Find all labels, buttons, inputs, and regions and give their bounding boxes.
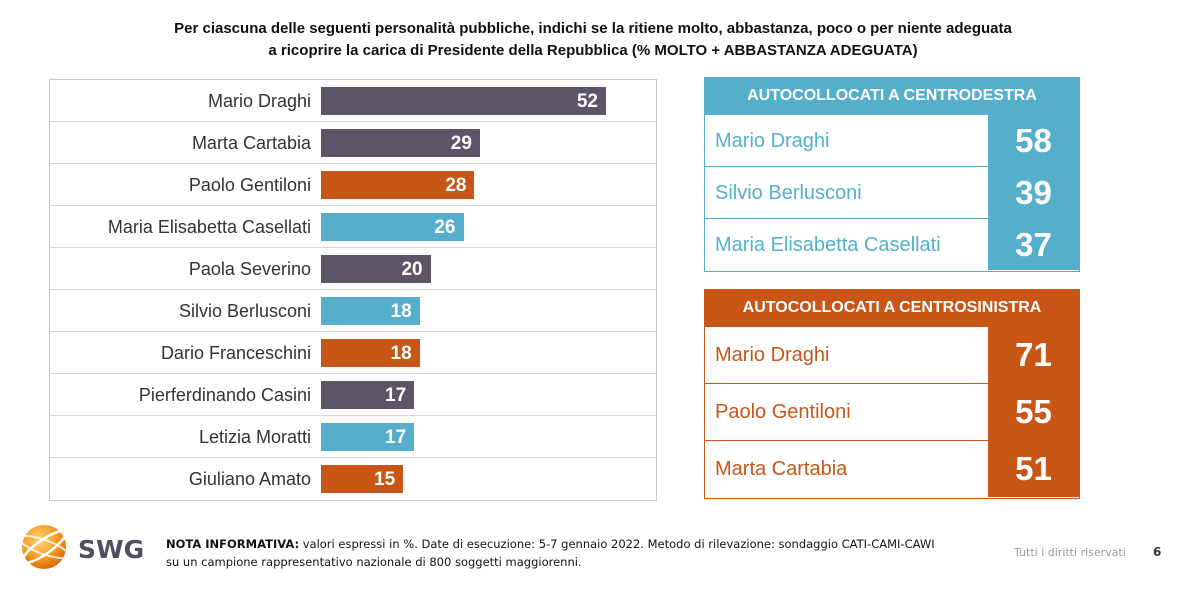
bar-row: Paolo Gentiloni 28 — [50, 164, 656, 206]
footnote-text: valori espressi in %. Date di esecuzione… — [166, 537, 935, 569]
footnote-label: NOTA INFORMATIVA: — [166, 537, 300, 551]
bar: 26 — [321, 213, 464, 241]
box-row: Maria Elisabetta Casellati 37 — [705, 219, 1079, 271]
bar-row: Letizia Moratti 17 — [50, 416, 656, 458]
bar: 28 — [321, 171, 475, 199]
bar-value-label: 20 — [401, 259, 423, 280]
bar: 15 — [321, 465, 404, 493]
title-line-1: Per ciascuna delle seguenti personalità … — [174, 20, 1012, 37]
bar-chart-panel: Mario Draghi 52 Marta Cartabia 29 Paolo Gent… — [49, 79, 657, 501]
box-body: Mario Draghi 58 Silvio Berlusconi 39 Maria E… — [704, 115, 1080, 272]
footnote: NOTA INFORMATIVA: valori espressi in %. … — [166, 535, 936, 571]
bar: 18 — [321, 297, 420, 325]
logo-text: SWG — [78, 535, 145, 564]
bar-row: Pierferdinando Casini 17 — [50, 374, 656, 416]
box-row-name: Marta Cartabia — [715, 458, 848, 480]
bar-value-label: 52 — [576, 91, 598, 112]
bar-value-label: 26 — [434, 217, 456, 238]
bar-value-label: 15 — [374, 469, 396, 490]
bar-value-label: 29 — [450, 133, 472, 154]
box-row-name: Mario Draghi — [715, 130, 830, 152]
box-row-name: Paolo Gentiloni — [715, 401, 851, 423]
box-row-value: 71 — [988, 327, 1079, 383]
bar-label: Pierferdinando Casini — [138, 385, 311, 405]
bar-row: Silvio Berlusconi 18 — [50, 290, 656, 332]
box-centrodestra: AUTOCOLLOCATI A CENTRODESTRA Mario Draghi… — [704, 77, 1080, 272]
bar-row: Maria Elisabetta Casellati 26 — [50, 206, 656, 248]
box-row-name: Mario Draghi — [715, 344, 830, 366]
title-line-2: a ricoprire la carica di Presidente dell… — [268, 42, 918, 59]
box-row: Mario Draghi 71 — [705, 327, 1079, 384]
bar-value-label: 18 — [390, 343, 412, 364]
box-row: Mario Draghi 58 — [705, 115, 1079, 167]
bar-row: Dario Franceschini 18 — [50, 332, 656, 374]
bar-label: Maria Elisabetta Casellati — [107, 217, 311, 237]
bar: 17 — [321, 381, 415, 409]
page-number: 6 — [1153, 545, 1162, 559]
bar-row: Marta Cartabia 29 — [50, 122, 656, 164]
box-row: Silvio Berlusconi 39 — [705, 167, 1079, 219]
bar-label: Giuliano Amato — [188, 469, 311, 489]
bar-value-label: 17 — [385, 427, 407, 448]
bar-label: Paola Severino — [188, 259, 311, 279]
bar-value-label: 28 — [445, 175, 467, 196]
box-row-name: Silvio Berlusconi — [715, 182, 862, 204]
bar-value-label: 17 — [385, 385, 407, 406]
bar-row: Paola Severino 20 — [50, 248, 656, 290]
box-row: Paolo Gentiloni 55 — [705, 384, 1079, 441]
box-centrosinistra: AUTOCOLLOCATI A CENTROSINISTRA Mario Drag… — [704, 289, 1080, 499]
bar-row: Giuliano Amato 15 — [50, 458, 656, 500]
box-row-value: 39 — [988, 167, 1079, 218]
bar-label: Dario Franceschini — [160, 343, 311, 363]
box-title: AUTOCOLLOCATI A CENTRODESTRA — [704, 77, 1080, 115]
bar: 52 — [321, 87, 606, 115]
swg-logo-icon — [18, 525, 70, 569]
box-row-value: 55 — [988, 384, 1079, 440]
bar: 18 — [321, 339, 420, 367]
bar-label: Letizia Moratti — [198, 427, 311, 447]
box-row-value: 51 — [988, 441, 1079, 497]
box-row-name: Maria Elisabetta Casellati — [715, 234, 941, 256]
bar-label: Paolo Gentiloni — [188, 175, 311, 195]
copyright-text: Tutti i diritti riservati — [1014, 546, 1126, 559]
chart-title: Per ciascuna delle seguenti personalità … — [0, 18, 1186, 62]
bar-label: Marta Cartabia — [191, 133, 311, 153]
box-body: Mario Draghi 71 Paolo Gentiloni 55 Marta Car… — [704, 327, 1080, 499]
box-title: AUTOCOLLOCATI A CENTROSINISTRA — [704, 289, 1080, 327]
bar-value-label: 18 — [390, 301, 412, 322]
bar-label: Mario Draghi — [207, 91, 311, 111]
bar: 29 — [321, 129, 480, 157]
bar: 20 — [321, 255, 431, 283]
box-row-value: 58 — [988, 115, 1079, 166]
bar-row: Mario Draghi 52 — [50, 80, 656, 122]
box-row-value: 37 — [988, 219, 1079, 270]
box-row: Marta Cartabia 51 — [705, 441, 1079, 498]
bar: 17 — [321, 423, 415, 451]
bar-label: Silvio Berlusconi — [178, 301, 311, 321]
